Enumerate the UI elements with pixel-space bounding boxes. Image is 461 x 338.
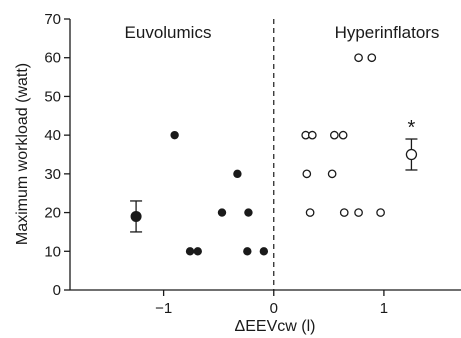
- significance-asterisk: *: [408, 117, 416, 139]
- y-tick-label: 50: [44, 88, 61, 105]
- data-point: [376, 208, 385, 217]
- group-label-euvolumics: Euvolumics: [125, 23, 212, 42]
- data-point: [338, 130, 348, 140]
- data-point: [354, 208, 363, 217]
- y-tick-label: 30: [44, 166, 61, 183]
- x-tick-label: −1: [155, 300, 172, 317]
- y-tick-label: 70: [44, 11, 61, 28]
- y-tick-label: 60: [44, 50, 61, 67]
- y-tick-label: 10: [44, 243, 61, 260]
- plot-area: 0 10 20 30 40 50 60 70 −1 0 1 *: [44, 11, 461, 317]
- y-axis-title: Maximum workload (watt): [14, 63, 31, 245]
- data-point: [339, 208, 349, 217]
- data-point: [217, 208, 227, 217]
- mean-point: [130, 210, 142, 222]
- data-point: [354, 53, 363, 63]
- x-axis-title: ΔEEVcw (l): [235, 318, 316, 335]
- x-tick-label: 0: [270, 300, 278, 317]
- data-point: [307, 130, 317, 140]
- data-point: [170, 130, 179, 140]
- y-tick-label: 40: [44, 127, 61, 144]
- data-point: [329, 130, 339, 140]
- mean-point: [405, 148, 418, 161]
- data-point: [193, 247, 202, 256]
- group-label-hyperinflators: Hyperinflators: [335, 23, 440, 42]
- y-tick-label: 20: [44, 205, 61, 222]
- data-point: [302, 169, 312, 179]
- data-point: [185, 247, 195, 256]
- data-point: [367, 53, 377, 63]
- data-point: [327, 169, 337, 179]
- data-point: [244, 208, 253, 217]
- data-point: [233, 169, 242, 179]
- data-point: [305, 208, 315, 217]
- data-point: [243, 247, 252, 256]
- y-tick-label: 0: [53, 282, 61, 299]
- data-point: [259, 247, 269, 256]
- x-tick-label: 1: [380, 300, 388, 317]
